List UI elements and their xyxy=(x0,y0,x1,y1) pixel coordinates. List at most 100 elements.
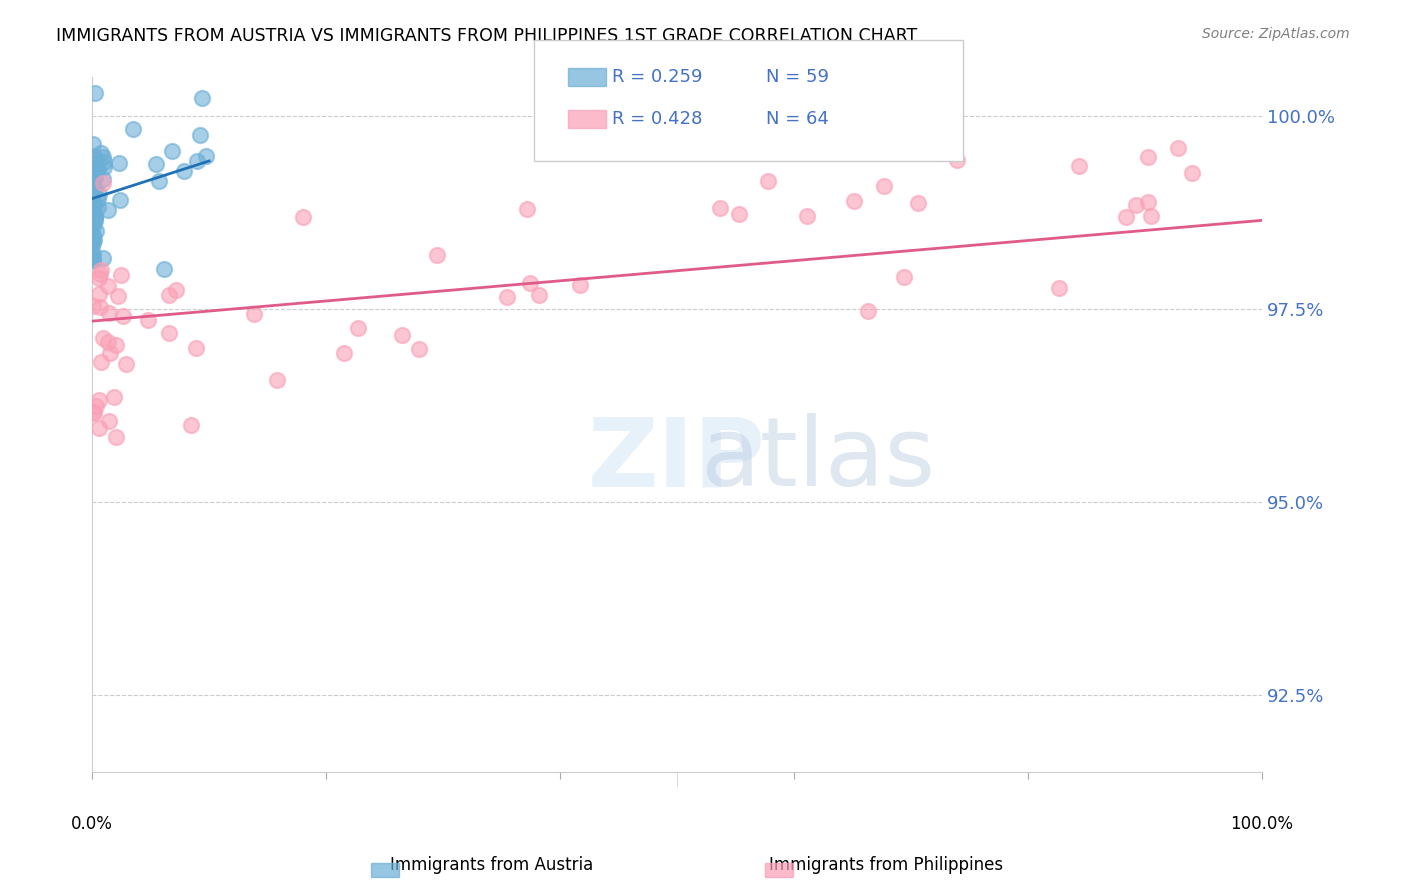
Immigrants from Austria xyxy=(82,239,104,253)
Immigrants from Philippines xyxy=(569,277,592,292)
Immigrants from Philippines xyxy=(82,405,104,419)
Immigrants from Philippines xyxy=(347,320,370,334)
Immigrants from Austria xyxy=(86,163,108,178)
Immigrants from Austria xyxy=(82,231,104,245)
Immigrants from Austria xyxy=(145,157,167,171)
Immigrants from Philippines xyxy=(333,345,356,359)
Immigrants from Philippines xyxy=(107,289,129,303)
Immigrants from Austria xyxy=(82,153,104,167)
Immigrants from Philippines xyxy=(1067,159,1090,173)
Immigrants from Austria xyxy=(89,186,111,201)
Immigrants from Philippines xyxy=(98,346,121,360)
Immigrants from Austria xyxy=(84,161,107,176)
Immigrants from Austria xyxy=(121,122,143,136)
Immigrants from Philippines xyxy=(97,414,120,428)
Immigrants from Austria xyxy=(87,192,110,206)
Immigrants from Austria xyxy=(82,203,104,218)
Immigrants from Philippines xyxy=(87,420,110,434)
Immigrants from Austria xyxy=(83,211,105,225)
Immigrants from Austria xyxy=(82,215,104,229)
Immigrants from Austria xyxy=(83,181,105,195)
Immigrants from Philippines xyxy=(1136,150,1159,164)
Immigrants from Philippines xyxy=(89,300,111,314)
Immigrants from Austria xyxy=(90,146,112,161)
Immigrants from Philippines xyxy=(426,248,449,262)
Immigrants from Philippines xyxy=(391,327,413,342)
Immigrants from Philippines xyxy=(1167,141,1189,155)
Immigrants from Philippines xyxy=(157,288,180,302)
Immigrants from Philippines xyxy=(114,357,136,371)
Immigrants from Philippines xyxy=(527,288,550,302)
Immigrants from Philippines xyxy=(796,209,818,223)
Immigrants from Austria xyxy=(190,128,212,143)
Immigrants from Austria xyxy=(84,209,107,223)
Immigrants from Philippines xyxy=(111,309,134,323)
Text: R = 0.259: R = 0.259 xyxy=(612,68,702,86)
Immigrants from Philippines xyxy=(91,331,114,345)
Text: N = 59: N = 59 xyxy=(766,68,830,86)
Immigrants from Philippines xyxy=(1125,197,1147,211)
Immigrants from Philippines xyxy=(87,393,110,408)
Immigrants from Austria xyxy=(83,234,105,248)
Immigrants from Philippines xyxy=(243,307,266,321)
Immigrants from Austria xyxy=(97,202,120,217)
Immigrants from Philippines xyxy=(728,207,751,221)
Immigrants from Austria xyxy=(83,210,105,224)
Immigrants from Austria xyxy=(82,161,104,175)
Immigrants from Austria xyxy=(82,137,104,152)
Immigrants from Austria xyxy=(83,197,105,211)
Immigrants from Philippines xyxy=(83,406,105,420)
Immigrants from Austria xyxy=(93,154,115,169)
Immigrants from Philippines xyxy=(873,178,896,193)
Immigrants from Philippines xyxy=(1047,281,1070,295)
Immigrants from Philippines xyxy=(157,326,180,340)
Immigrants from Austria xyxy=(82,184,104,198)
Immigrants from Austria xyxy=(83,165,105,179)
Immigrants from Philippines xyxy=(104,430,127,444)
Immigrants from Austria xyxy=(82,252,104,267)
Immigrants from Austria xyxy=(148,174,170,188)
Immigrants from Austria xyxy=(107,156,129,170)
Immigrants from Austria xyxy=(108,193,131,207)
Immigrants from Philippines xyxy=(90,355,112,369)
Immigrants from Austria xyxy=(82,247,104,261)
Immigrants from Austria xyxy=(82,229,104,244)
Immigrants from Austria xyxy=(84,224,107,238)
Immigrants from Austria xyxy=(82,235,104,249)
Immigrants from Philippines xyxy=(1181,166,1204,180)
Immigrants from Austria xyxy=(93,160,115,174)
Immigrants from Austria xyxy=(191,91,214,105)
Text: R = 0.428: R = 0.428 xyxy=(612,110,702,128)
Immigrants from Philippines xyxy=(136,313,159,327)
Immigrants from Austria xyxy=(173,164,195,178)
Immigrants from Philippines xyxy=(103,390,125,404)
Immigrants from Philippines xyxy=(1140,209,1163,223)
Immigrants from Austria xyxy=(84,171,107,186)
Immigrants from Philippines xyxy=(104,337,127,351)
Text: ZIP: ZIP xyxy=(588,413,766,506)
Immigrants from Philippines xyxy=(907,196,929,211)
Text: Immigrants from Philippines: Immigrants from Philippines xyxy=(769,856,1002,874)
Immigrants from Philippines xyxy=(89,267,111,281)
Immigrants from Austria xyxy=(87,200,110,214)
Immigrants from Philippines xyxy=(1136,194,1159,209)
Immigrants from Austria xyxy=(82,219,104,233)
Immigrants from Philippines xyxy=(97,279,120,293)
Text: atlas: atlas xyxy=(700,413,935,506)
Text: 100.0%: 100.0% xyxy=(1230,815,1294,833)
Immigrants from Austria xyxy=(186,154,208,169)
Immigrants from Austria xyxy=(91,251,114,265)
Immigrants from Philippines xyxy=(408,342,430,356)
Immigrants from Austria xyxy=(82,176,104,190)
Text: IMMIGRANTS FROM AUSTRIA VS IMMIGRANTS FROM PHILIPPINES 1ST GRADE CORRELATION CHA: IMMIGRANTS FROM AUSTRIA VS IMMIGRANTS FR… xyxy=(56,27,918,45)
Immigrants from Philippines xyxy=(110,268,132,282)
Immigrants from Austria xyxy=(82,197,104,211)
Immigrants from Philippines xyxy=(90,263,112,277)
Immigrants from Austria xyxy=(160,144,183,158)
Immigrants from Philippines xyxy=(91,176,114,190)
Immigrants from Austria xyxy=(91,150,114,164)
Immigrants from Austria xyxy=(194,149,217,163)
Immigrants from Philippines xyxy=(946,153,969,167)
Immigrants from Philippines xyxy=(292,211,315,225)
Immigrants from Philippines xyxy=(82,299,104,313)
